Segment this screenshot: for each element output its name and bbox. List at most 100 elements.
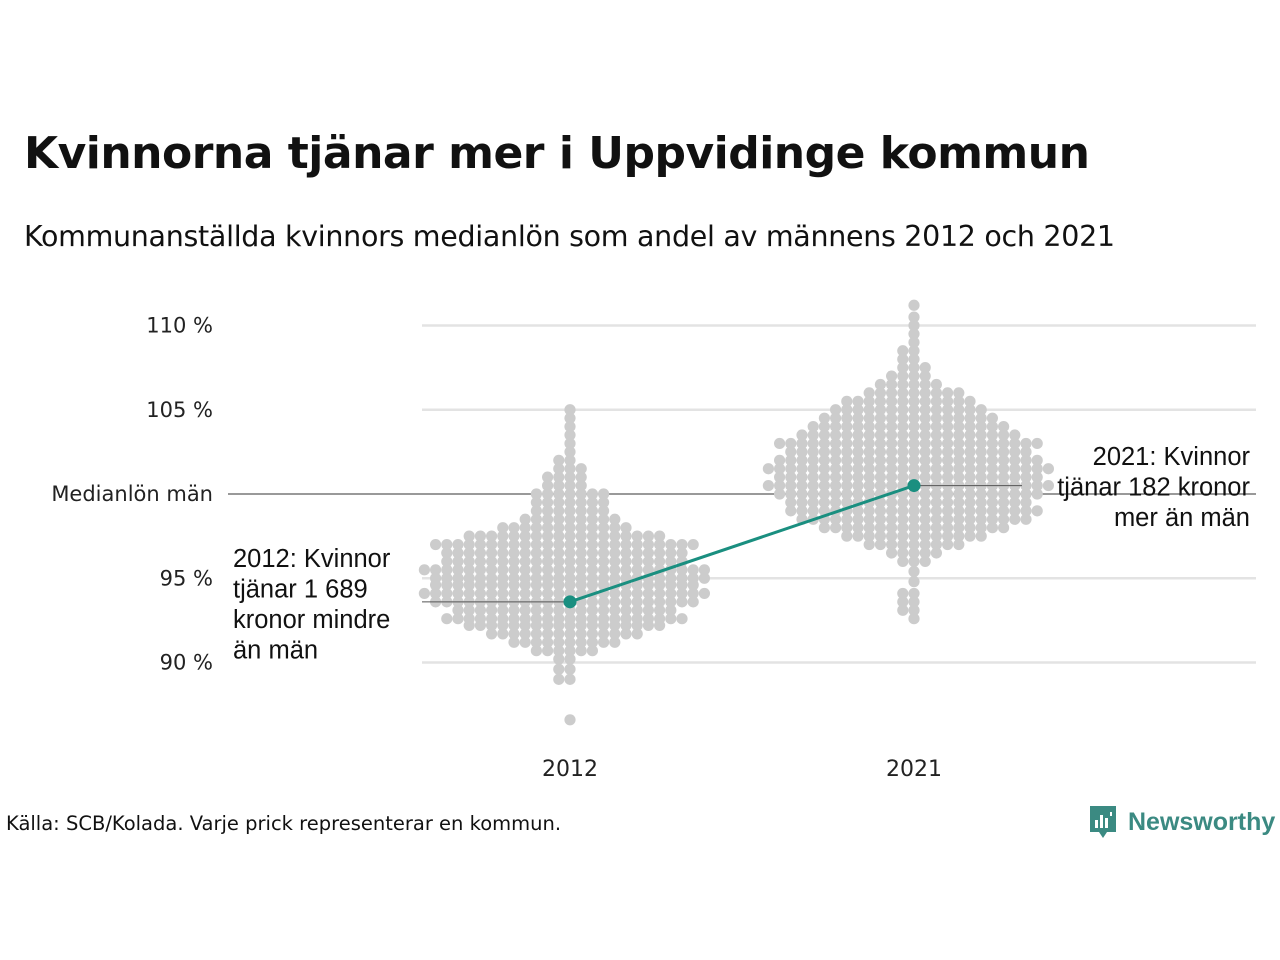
data-point (998, 513, 1010, 525)
data-point (964, 513, 976, 525)
data-point (508, 538, 520, 551)
data-point (863, 421, 875, 433)
data-point (919, 370, 931, 382)
data-point (796, 463, 808, 475)
data-point (598, 628, 610, 640)
data-point (841, 412, 853, 424)
data-point (841, 395, 853, 407)
data-point (642, 530, 655, 542)
data-point (919, 538, 931, 551)
data-point (564, 429, 576, 441)
data-point (841, 479, 853, 492)
data-point (796, 429, 808, 441)
data-point (1031, 437, 1043, 450)
data-point (830, 421, 842, 433)
data-point (830, 454, 842, 466)
data-point (553, 673, 565, 685)
data-point (553, 538, 565, 551)
data-point (818, 437, 831, 450)
annotation-line: än män (233, 637, 318, 665)
data-point (886, 370, 898, 382)
data-point (452, 604, 464, 616)
data-point (474, 604, 486, 616)
data-point (1031, 505, 1043, 517)
data-point (897, 513, 909, 525)
data-point (930, 378, 943, 391)
data-point (564, 496, 576, 509)
data-point (998, 471, 1010, 483)
data-point (642, 538, 655, 551)
annotation-line: 2012: Kvinnor (233, 545, 391, 573)
data-point (986, 463, 999, 475)
data-point (998, 463, 1010, 475)
data-point (874, 454, 887, 466)
y-tick-label: 90 % (160, 651, 213, 675)
data-point (530, 505, 543, 517)
data-point (863, 395, 875, 407)
data-point (942, 530, 954, 542)
data-point (897, 421, 909, 433)
data-point (942, 404, 954, 416)
data-point (886, 530, 898, 542)
data-point (886, 471, 898, 483)
data-point (564, 488, 576, 500)
data-point (863, 463, 875, 475)
chart-subtitle: Kommunanställda kvinnors medianlön som a… (24, 220, 1115, 253)
data-point (863, 387, 875, 399)
data-point (774, 437, 786, 450)
data-point (553, 663, 565, 675)
data-point (654, 587, 666, 600)
data-point (908, 522, 920, 534)
data-point (953, 454, 965, 466)
data-point (1020, 488, 1032, 500)
data-point (564, 421, 576, 433)
data-point (642, 613, 655, 625)
data-point (1031, 471, 1043, 483)
data-point (930, 454, 943, 466)
data-point (886, 395, 898, 407)
data-point (542, 513, 554, 525)
data-point (620, 530, 632, 542)
data-point (530, 513, 543, 525)
data-point (886, 463, 898, 475)
data-point (463, 613, 475, 625)
data-point (564, 613, 576, 625)
data-point (1020, 446, 1032, 458)
data-point (919, 547, 931, 559)
data-point (975, 412, 987, 424)
data-point (665, 572, 677, 584)
data-point (964, 404, 976, 416)
data-point (953, 446, 965, 458)
chart-title: Kvinnorna tjänar mer i Uppvidinge kommun (24, 128, 1090, 179)
data-point (998, 437, 1010, 450)
data-point (919, 555, 931, 568)
data-point (942, 454, 954, 466)
data-point (807, 437, 819, 450)
data-point (497, 587, 509, 600)
data-point (908, 555, 920, 568)
data-point (930, 505, 943, 517)
data-point (519, 572, 531, 584)
data-point (852, 522, 864, 534)
data-point (908, 604, 920, 616)
data-point (1009, 463, 1021, 475)
data-point (841, 522, 853, 534)
data-point (530, 572, 543, 584)
data-point (564, 530, 576, 542)
highlight (422, 479, 1022, 609)
data-point (852, 437, 864, 450)
data-point (598, 555, 610, 568)
data-point (841, 404, 853, 416)
data-point (564, 645, 576, 657)
data-point (553, 564, 565, 576)
data-point (542, 645, 554, 657)
data-point (665, 547, 677, 559)
y-tick-label: 95 % (160, 566, 213, 590)
data-point (863, 471, 875, 483)
data-point (852, 471, 864, 483)
data-point (530, 496, 543, 509)
data-point (986, 488, 999, 500)
data-point (975, 421, 987, 433)
data-point (553, 505, 565, 517)
annotation-line: tjänar 1 689 (233, 576, 368, 604)
